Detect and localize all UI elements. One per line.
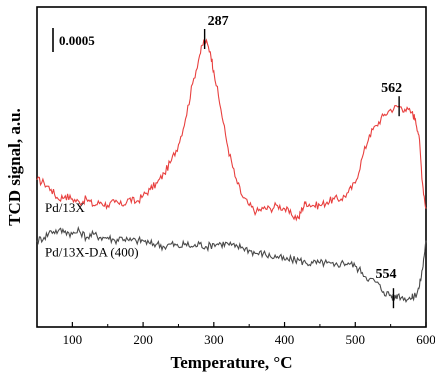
x-tick-label: 300 <box>204 332 224 347</box>
x-tick-label: 600 <box>416 332 435 347</box>
series-line <box>36 37 427 222</box>
plot-frame <box>36 6 427 328</box>
y-axis-label: TCD signal, a.u. <box>5 108 24 226</box>
x-tick-label: 100 <box>63 332 83 347</box>
peak-label: 287 <box>208 14 229 29</box>
x-tick-label: 500 <box>346 332 366 347</box>
scale-bar-label: 0.0005 <box>59 33 95 48</box>
peak-label: 554 <box>375 267 396 282</box>
x-axis-ticks: 100 200 300 400 500 600 <box>36 322 435 347</box>
x-axis-label: Temperature, °C <box>170 353 292 372</box>
x-tick-label: 200 <box>133 332 153 347</box>
series-label: Pd/13X <box>45 200 85 215</box>
peak-label: 562 <box>381 81 402 96</box>
series-label: Pd/13X-DA (400) <box>45 245 139 260</box>
x-tick-label: 400 <box>275 332 295 347</box>
annotation-layer: 287 562 554 <box>203 14 402 309</box>
series-line <box>36 225 427 304</box>
series-layer: Pd/13X Pd/13X-DA (400) <box>36 37 427 304</box>
